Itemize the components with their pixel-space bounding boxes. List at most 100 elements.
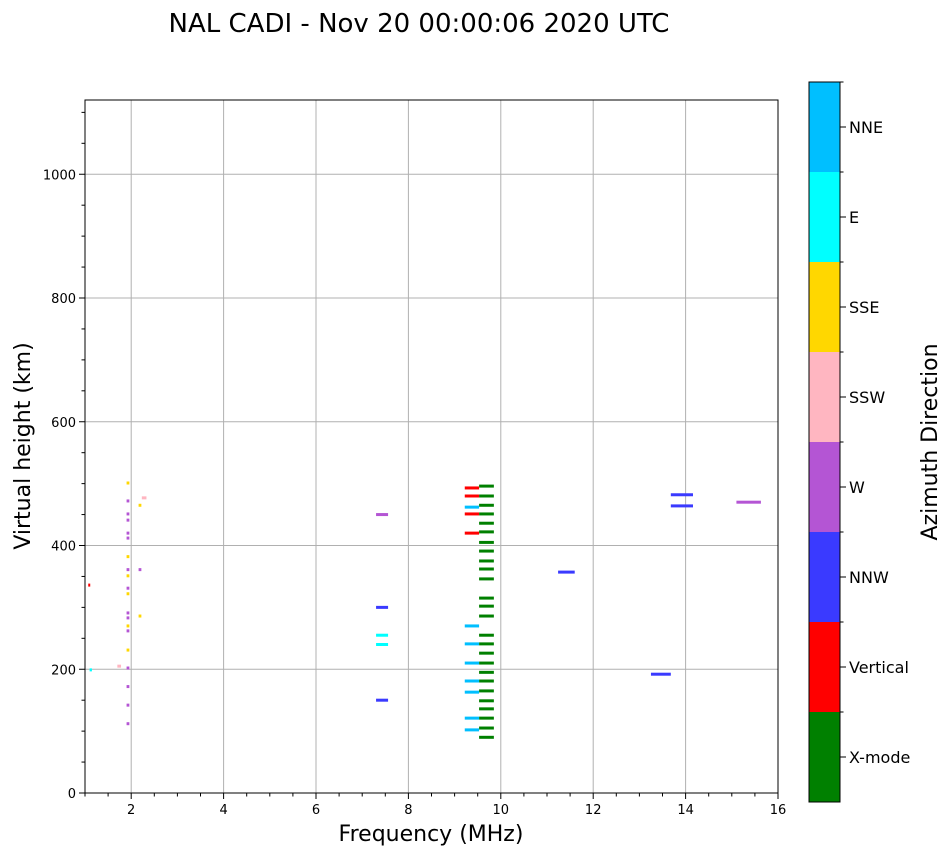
echo-mark-w [126, 685, 130, 689]
x-tick-label: 2 [127, 803, 135, 818]
echo-mark-x-mode [479, 596, 494, 600]
echo-mark-x-mode [479, 484, 494, 488]
echo-mark-e [376, 643, 389, 646]
echo-mark-x-mode [479, 661, 494, 665]
echo-mark-x-mode [479, 549, 494, 553]
echo-mark-nne [464, 716, 480, 720]
colorbar-label-sse: SSE [849, 298, 879, 317]
echo-mark-ssw [141, 496, 147, 500]
x-tick-label: 14 [677, 803, 694, 818]
echo-mark-nnw [670, 504, 693, 508]
echo-mark-x-mode [479, 679, 494, 683]
echo-mark-nnw [650, 672, 671, 676]
echo-mark-x-mode [479, 530, 494, 534]
echo-mark-w [126, 499, 130, 503]
colorbar-swatch-nnw [809, 532, 840, 622]
echo-mark-w [126, 611, 130, 615]
echo-mark-e [376, 633, 389, 637]
echo-mark-nne [464, 505, 480, 509]
echo-mark-w [138, 568, 142, 572]
y-tick-label: 1000 [43, 168, 76, 183]
echo-mark-x-mode [479, 651, 494, 655]
echo-mark-x-mode [479, 567, 494, 571]
echo-mark-w [126, 722, 130, 726]
echo-mark-nne [464, 661, 480, 665]
chart-title: NAL CADI - Nov 20 00:00:06 2020 UTC [169, 9, 670, 39]
echo-mark-sse [138, 503, 142, 507]
echo-mark-sse [126, 592, 130, 596]
y-tick-label: 400 [51, 540, 76, 555]
echo-mark-nne [464, 728, 480, 732]
echo-mark-w [376, 513, 389, 517]
colorbar-label-ssw: SSW [849, 388, 885, 407]
colorbar-swatch-ssw [809, 352, 840, 442]
colorbar-label-nne: NNE [849, 118, 883, 137]
echo-mark-vertical [464, 494, 480, 498]
x-tick-label: 6 [312, 803, 320, 818]
colorbar-label: Azimuth Direction [918, 343, 943, 540]
x-tick-label: 8 [404, 803, 412, 818]
echo-mark-x-mode [479, 670, 494, 674]
echo-mark-x-mode [479, 716, 494, 720]
axis-ticks: 2 4 6 8 10 12 14 16 0 200 400 600 800 1000 [43, 111, 787, 818]
y-tick-label: 600 [51, 416, 76, 431]
colorbar-label-nnw: NNW [849, 568, 889, 587]
echo-mark-x-mode [479, 604, 494, 608]
echo-mark-x-mode [479, 699, 494, 703]
echo-mark-x-mode [479, 512, 494, 516]
echo-mark-nne [464, 642, 480, 646]
echo-mark-nne [464, 624, 480, 628]
colorbar-label-vertical: Vertical [849, 658, 909, 677]
echo-mark-x-mode [479, 689, 494, 693]
y-tick-label: 800 [51, 292, 76, 307]
echo-mark-vertical [464, 531, 480, 535]
echo-mark-w [126, 586, 130, 590]
echo-mark-x-mode [479, 559, 494, 563]
echo-mark-w [126, 666, 130, 670]
x-tick-label: 16 [770, 803, 787, 818]
echo-mark-sse [126, 555, 130, 559]
colorbar-swatch-e [809, 172, 840, 262]
echo-mark-w [126, 629, 130, 633]
colorbar-label-w: W [849, 478, 865, 497]
echo-mark-w [126, 536, 130, 540]
echo-mark-vertical [88, 583, 91, 587]
colorbar-frame [808, 81, 841, 803]
y-axis-label: Virtual height (km) [11, 342, 36, 549]
colorbar-label-e: E [849, 208, 859, 227]
echo-mark-w [736, 500, 761, 504]
echo-mark-nnw [670, 493, 693, 497]
x-tick-label: 4 [219, 803, 227, 818]
echo-mark-w [126, 703, 130, 707]
echo-mark-x-mode [479, 494, 494, 498]
echo-mark-vertical [464, 512, 480, 516]
echo-mark-w [126, 568, 130, 572]
x-axis-label: Frequency (MHz) [339, 822, 524, 847]
echo-mark-e [89, 668, 92, 672]
echo-mark-x-mode [479, 540, 494, 544]
echo-mark-x-mode [479, 633, 494, 637]
y-tick-label: 200 [51, 663, 76, 678]
echo-mark-nne [464, 679, 480, 683]
echo-mark-x-mode [479, 642, 494, 646]
colorbar-label-x-mode: X-mode [849, 748, 910, 767]
x-tick-label: 12 [585, 803, 602, 818]
plot-frame [84, 99, 779, 794]
echo-mark-x-mode [479, 503, 494, 507]
echo-mark-sse [126, 648, 130, 652]
echo-mark-vertical [464, 486, 480, 490]
echo-mark-sse [126, 481, 130, 485]
echo-mark-sse [138, 614, 142, 618]
colorbar: X-mode Vertical NNW W SSW SSE E NNE [808, 81, 910, 803]
echo-mark-nnw [376, 605, 389, 609]
echo-mark-ssw [117, 664, 122, 668]
echo-mark-sse [126, 574, 130, 578]
colorbar-swatch-w [809, 442, 840, 532]
colorbar-swatch-vertical [809, 622, 840, 712]
echo-mark-sse [126, 624, 130, 628]
echo-mark-x-mode [479, 735, 494, 739]
y-tick-label: 0 [68, 787, 76, 802]
data-marks [88, 481, 761, 739]
echo-mark-x-mode [479, 577, 494, 581]
